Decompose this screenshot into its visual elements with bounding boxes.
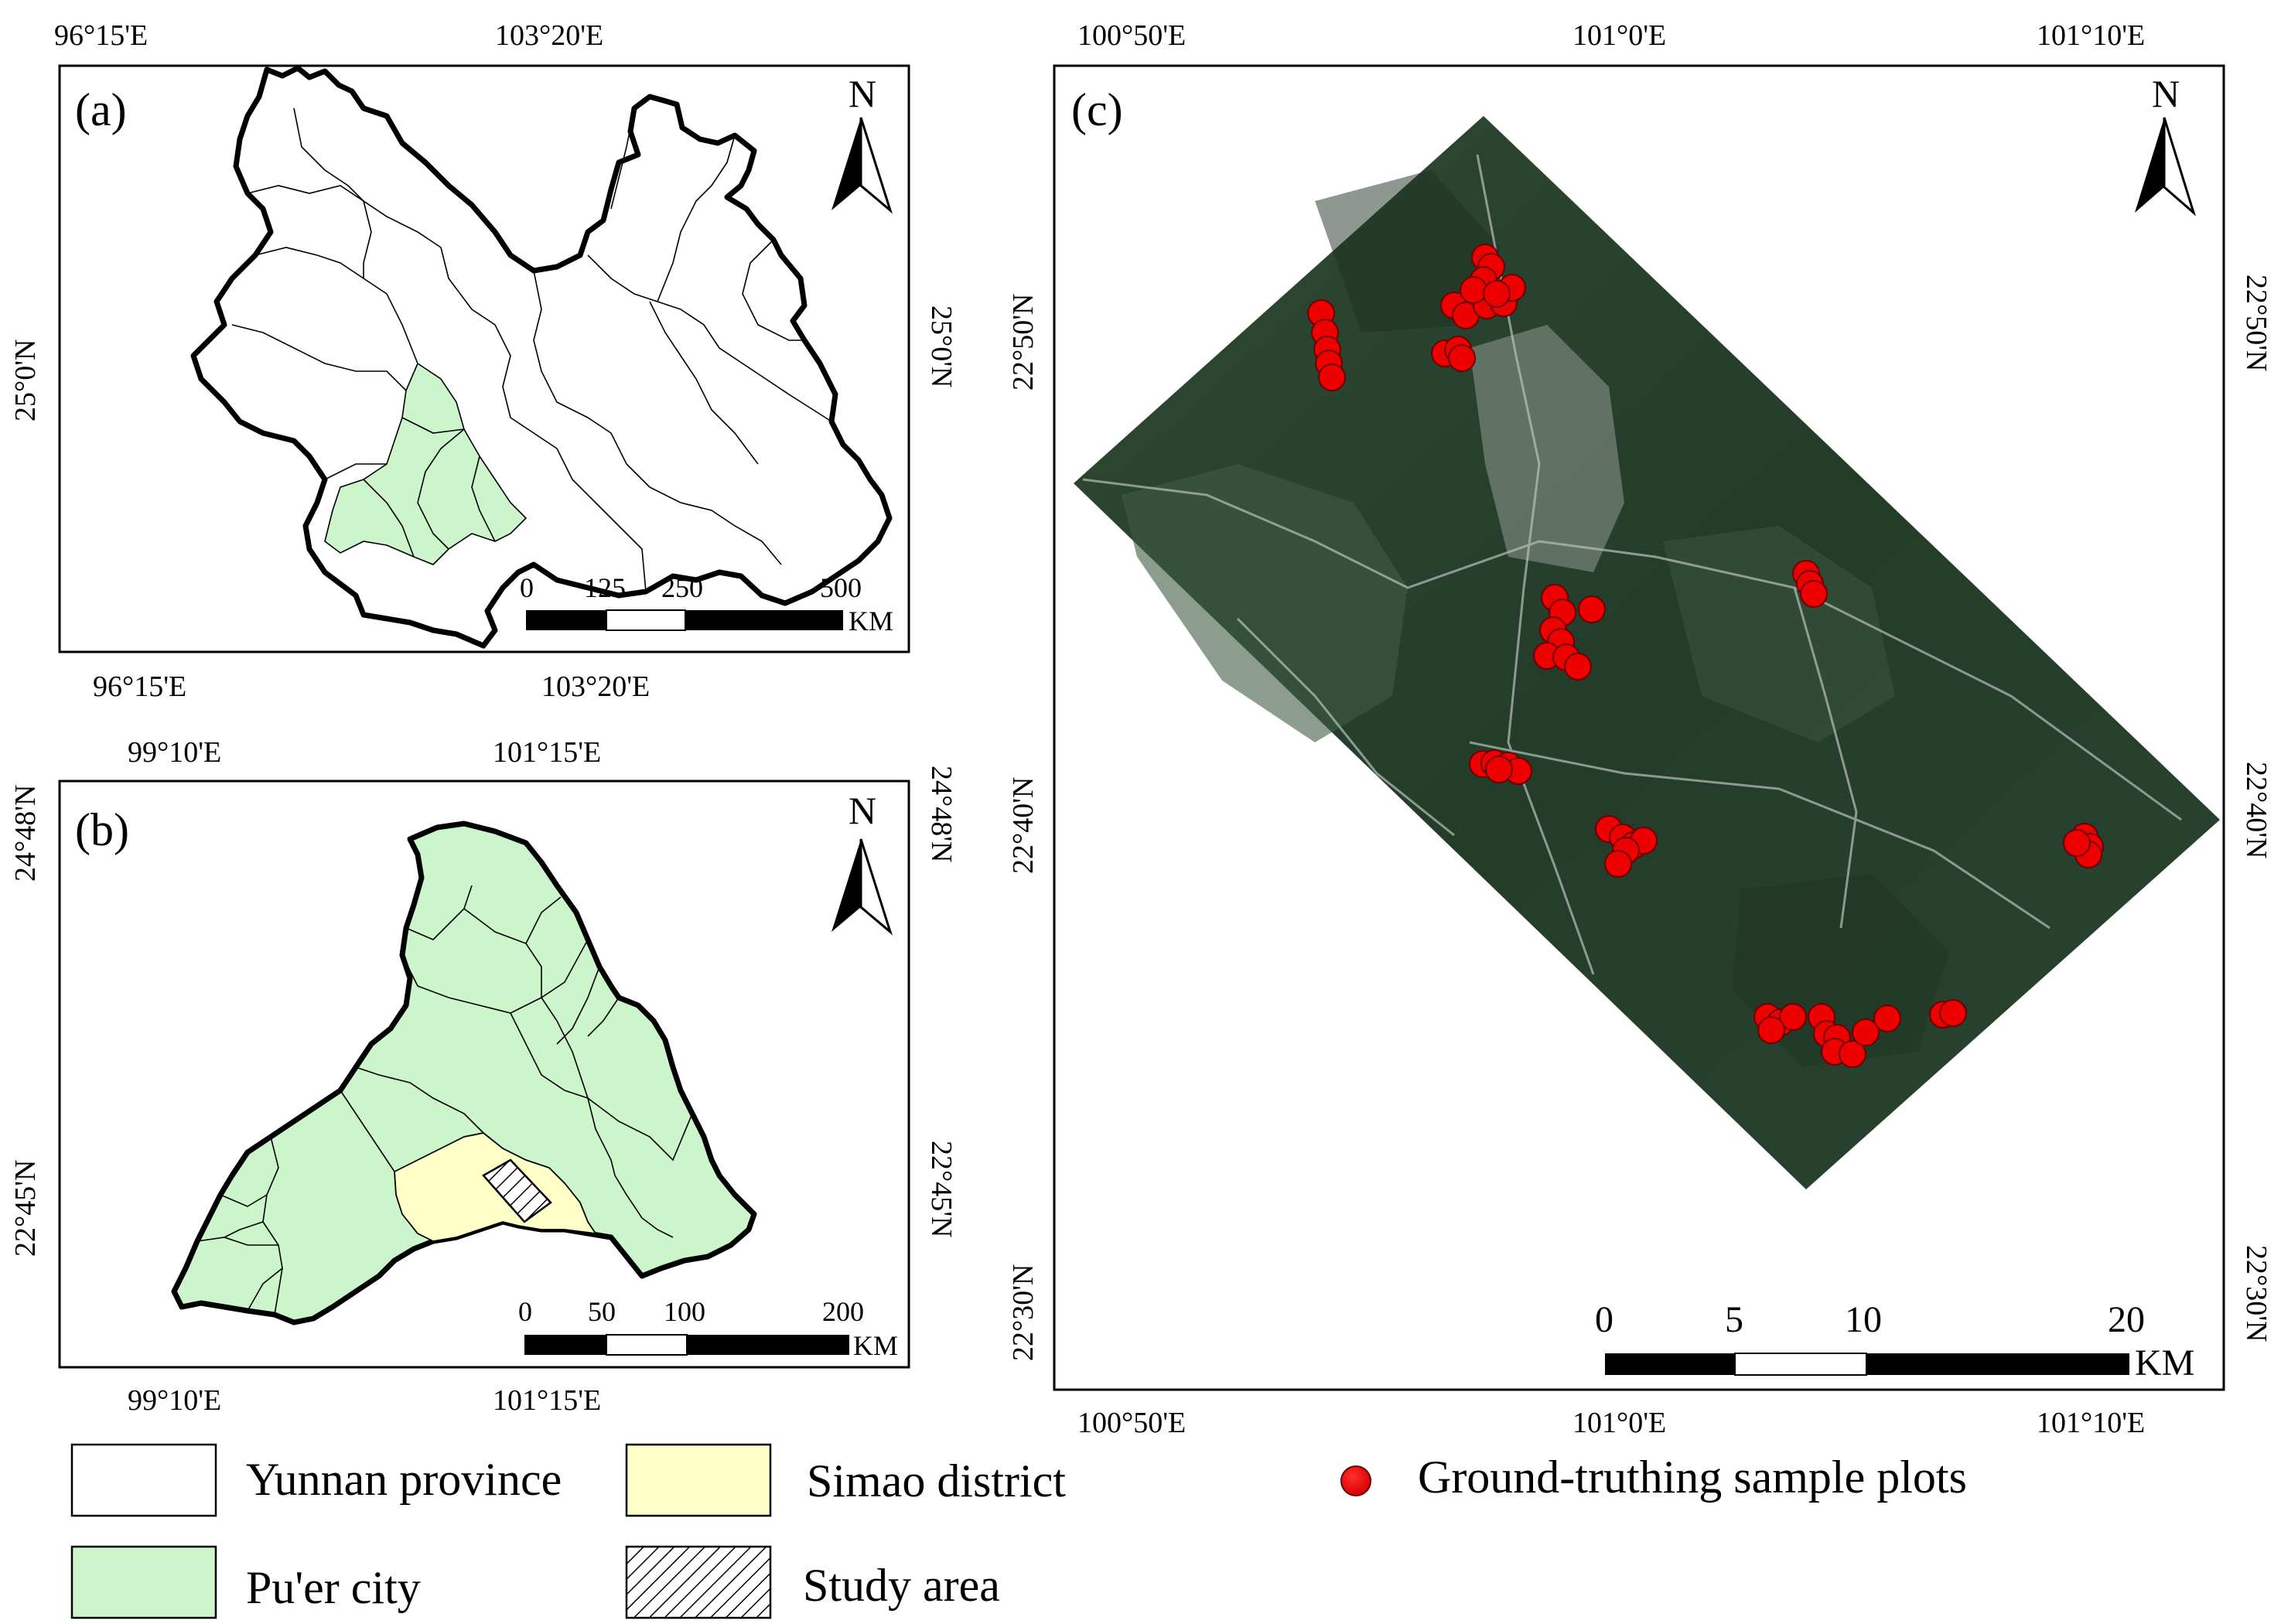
sample-plot-marker: [1604, 850, 1632, 878]
panel-c-scale-label-0: 0: [1595, 1299, 1613, 1340]
puer-city-outline: [171, 821, 757, 1325]
panel-c-label: (c): [1071, 84, 1123, 135]
panel-a-label: (a): [75, 84, 127, 135]
panel-a-scale-bar: 0 125 250 500 KM: [520, 572, 893, 636]
sample-plot-marker: [1757, 1016, 1785, 1044]
panel-c-bottom-tick-1: 100°50'E: [1077, 1407, 1186, 1439]
panel-a-scale-label-1: 125: [584, 572, 626, 603]
legend-item-simao: Simao district: [625, 1443, 1066, 1517]
panel-c-scale-bar: 0 5 10 20 KM: [1595, 1299, 2194, 1383]
panel-a-bottom-tick-1: 96°15'E: [93, 670, 186, 703]
panel-c-scale-label-1: 5: [1725, 1299, 1743, 1340]
panel-a-top-tick-1: 96°15'E: [54, 19, 148, 52]
panel-b-scale-unit: KM: [853, 1330, 898, 1361]
puer-county-boundaries: [196, 885, 693, 1315]
panel-b-scale-label-2: 100: [664, 1296, 705, 1327]
panel-b-scale-label-0: 0: [518, 1296, 532, 1327]
panel-a-right-tick: 25°0'N: [925, 305, 958, 388]
panel-c-north-arrow: N: [2135, 72, 2196, 217]
panel-b-bottom-tick-1: 99°10'E: [128, 1384, 221, 1417]
puer-city-area: [324, 362, 528, 565]
panel-c-left-tick-2: 22°40'N: [1007, 777, 1040, 875]
panel-a: 96°15'E 103°20'E 96°15'E 103°20'E 25°0'N…: [9, 19, 958, 703]
panel-b-right-tick-2: 22°45'N: [925, 1141, 958, 1238]
panel-c-top-tick-1: 100°50'E: [1077, 19, 1186, 52]
panel-c: 100°50'E 101°0'E 101°10'E 100°50'E 101°0…: [1007, 19, 2272, 1439]
sample-plot-marker: [1448, 344, 1476, 372]
panel-b-left-tick-1: 24°48'N: [9, 785, 42, 882]
sample-plot-marker: [1318, 363, 1346, 391]
panel-a-scale-label-3: 500: [820, 572, 862, 603]
panel-b-north-arrow: N: [831, 789, 893, 936]
panel-b-right-tick-1: 24°48'N: [925, 766, 958, 863]
panel-c-bottom-tick-2: 101°0'E: [1572, 1407, 1666, 1439]
yunnan-province-outline: [190, 65, 893, 649]
panel-c-right-tick-1: 22°50'N: [2240, 275, 2272, 372]
legend-item-puer: Pu'er city: [70, 1545, 421, 1619]
sample-plot-marker: [1839, 1040, 1866, 1068]
panel-a-scale-unit: KM: [849, 606, 893, 636]
panel-a-frame: [58, 64, 910, 653]
panel-b-north-letter: N: [849, 789, 876, 832]
legend-item-plots: Ground-truthing sample plots: [1340, 1452, 1967, 1503]
panel-c-top-tick-3: 101°10'E: [2037, 19, 2145, 52]
sample-plot-marker: [1485, 756, 1513, 783]
study-area-hatch: [482, 1158, 552, 1223]
panel-c-left-tick-1: 22°50'N: [1007, 294, 1040, 391]
panel-c-left-tick-3: 22°30'N: [1007, 1264, 1040, 1362]
sample-plot-marker: [1483, 280, 1511, 308]
panel-c-scale-unit: KM: [2135, 1343, 2194, 1383]
panel-c-bottom-tick-3: 101°10'E: [2037, 1407, 2145, 1439]
sample-plot-marker: [1578, 595, 1606, 623]
legend-label-study-area: Study area: [803, 1560, 1000, 1611]
panel-c-frame: [1053, 64, 2225, 1391]
sample-plot-marker: [1564, 653, 1592, 681]
sample-plot-marker: [1460, 276, 1487, 304]
panel-b-left-tick-2: 22°45'N: [9, 1160, 42, 1257]
sample-plot-marker: [1779, 1003, 1807, 1031]
legend-label-simao: Simao district: [807, 1455, 1066, 1506]
panel-b-label: (b): [75, 804, 129, 855]
panel-b-bottom-tick-2: 101°15'E: [493, 1384, 601, 1417]
sample-plot-marker: [1939, 999, 1967, 1027]
legend: Yunnan province Pu'er city Simao distric…: [70, 1443, 1967, 1619]
panel-c-scale-label-3: 20: [2108, 1299, 2145, 1340]
panel-b: 99°10'E 101°15'E 99°10'E 101°15'E 24°48'…: [9, 736, 958, 1417]
panel-b-top-tick-1: 99°10'E: [128, 736, 221, 769]
panel-c-right-tick-3: 22°30'N: [2240, 1245, 2272, 1343]
panel-a-top-tick-2: 103°20'E: [495, 19, 603, 52]
yunnan-prefecture-boundaries: [231, 107, 832, 592]
panel-c-scale-label-2: 10: [1845, 1299, 1882, 1340]
panel-a-bottom-tick-2: 103°20'E: [541, 670, 650, 703]
panel-c-right-tick-2: 22°40'N: [2240, 762, 2272, 859]
panel-b-frame: [58, 780, 910, 1369]
legend-item-yunnan: Yunnan province: [70, 1443, 562, 1517]
panel-c-top-tick-2: 101°0'E: [1572, 19, 1666, 52]
legend-label-yunnan: Yunnan province: [246, 1454, 562, 1505]
panel-b-top-tick-2: 101°15'E: [493, 736, 601, 769]
sample-plot-marker: [1852, 1018, 1880, 1046]
panel-b-scale-bar: 0 50 100 200 KM: [518, 1296, 898, 1361]
sample-plot-marker: [1873, 1005, 1901, 1032]
legend-label-puer: Pu'er city: [246, 1562, 421, 1613]
panel-b-scale-label-1: 50: [588, 1296, 616, 1327]
panel-c-north-letter: N: [2152, 72, 2180, 115]
sample-plot-marker: [1800, 580, 1828, 608]
panel-a-north-letter: N: [849, 72, 876, 115]
ground-truthing-plots: [1307, 244, 2104, 1068]
panel-a-north-arrow: N: [831, 72, 893, 214]
panel-a-scale-label-2: 250: [661, 572, 703, 603]
sample-plot-marker: [2063, 829, 2091, 857]
legend-label-plots: Ground-truthing sample plots: [1418, 1452, 1967, 1503]
panel-a-scale-label-0: 0: [520, 572, 534, 603]
panel-b-scale-label-3: 200: [822, 1296, 864, 1327]
satellite-image: [1074, 116, 2220, 1189]
legend-item-study-area: Study area: [625, 1545, 1000, 1619]
panel-a-left-tick: 25°0'N: [9, 339, 42, 422]
